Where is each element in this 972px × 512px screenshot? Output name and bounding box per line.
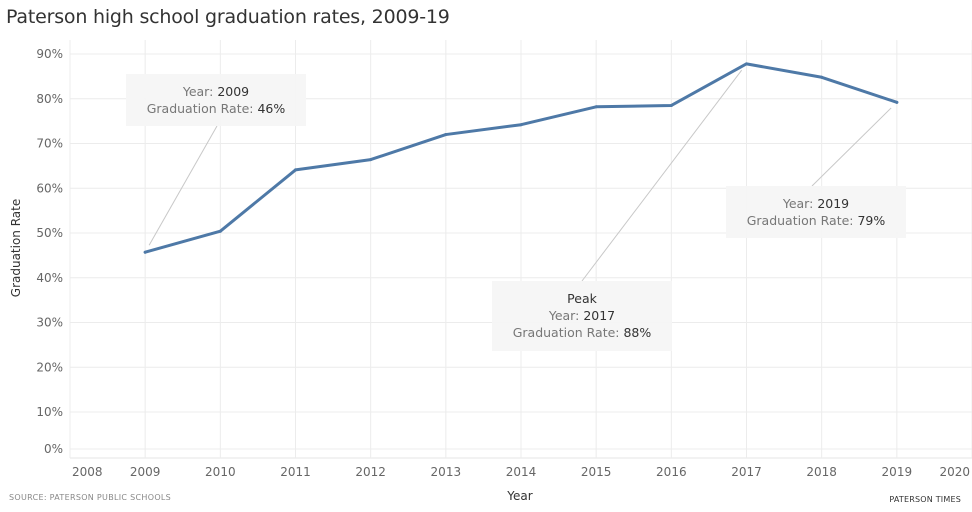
x-tick-label: 2020	[939, 465, 970, 479]
x-tick-label: 2018	[806, 465, 837, 479]
annotation-peak-2017: Peak Year: 2017 Graduation Rate: 88%	[492, 281, 672, 351]
data-point-2018	[820, 75, 824, 79]
y-tick-label: 10%	[36, 405, 63, 419]
annotation-2019: Year: 2019 Graduation Rate: 79%	[726, 186, 906, 238]
x-tick-label: 2017	[731, 465, 762, 479]
annotation-leader-line	[811, 107, 892, 187]
series-group	[143, 62, 899, 254]
annotation-leader-line	[148, 125, 218, 246]
y-tick-label: 30%	[36, 316, 63, 330]
x-tick-label: 2008	[72, 465, 103, 479]
annotation-2017-rate: 88%	[623, 325, 652, 340]
data-point-2011	[294, 168, 297, 172]
annotation-2017-year: 2017	[583, 308, 616, 323]
chart-title: Paterson high school graduation rates, 2…	[6, 6, 450, 28]
x-tick-label: 2010	[205, 465, 236, 479]
y-tick-label: 90%	[36, 47, 63, 61]
annotation-2009-rate: 46%	[257, 101, 286, 116]
data-point-2017	[745, 62, 748, 66]
annotation-2009: Year: 2009 Graduation Rate: 46%	[126, 74, 306, 126]
x-tick-label: 2011	[280, 465, 311, 479]
annotation-2017-year-label: Year:	[548, 308, 580, 323]
x-axis-title: Year	[506, 489, 532, 503]
data-point-2009	[143, 250, 147, 254]
data-point-2019	[895, 100, 899, 104]
annotation-leaders	[148, 69, 892, 282]
x-tick-label: 2015	[581, 465, 612, 479]
y-axis-ticks: 0% 10% 20% 30% 40% 50% 60% 70% 80% 90%	[36, 47, 63, 456]
x-tick-label: 2009	[130, 465, 161, 479]
x-tick-label: 2014	[506, 465, 537, 479]
x-tick-label: 2016	[656, 465, 687, 479]
data-point-2012	[369, 158, 373, 162]
annotation-2009-rate-label: Graduation Rate:	[146, 101, 254, 116]
y-axis-title: Graduation Rate	[9, 199, 23, 297]
annotation-2017-rate-label: Graduation Rate:	[512, 325, 620, 340]
y-tick-label: 50%	[36, 226, 63, 240]
y-tick-label: 0%	[44, 442, 63, 456]
y-tick-label: 20%	[36, 360, 63, 374]
data-point-2010	[218, 229, 222, 233]
x-tick-label: 2019	[882, 465, 913, 479]
y-tick-label: 70%	[36, 137, 63, 151]
y-tick-label: 80%	[36, 92, 63, 106]
y-tick-label: 40%	[36, 271, 63, 285]
data-point-2013	[444, 133, 448, 137]
y-tick-label: 60%	[36, 181, 63, 195]
source-note: SOURCE: PATERSON PUBLIC SCHOOLS	[9, 493, 172, 502]
x-tick-label: 2012	[355, 465, 386, 479]
annotation-2009-year: 2009	[217, 84, 250, 99]
annotation-2019-rate-label: Graduation Rate:	[746, 213, 854, 228]
annotation-2019-year-label: Year:	[782, 196, 814, 211]
annotation-2019-rate: 79%	[857, 213, 886, 228]
x-tick-label: 2013	[431, 465, 462, 479]
x-axis-ticks: 2008 2009 2010 2011 2012 2013 2014 2015 2016 2017…	[72, 465, 970, 479]
brand-credit: PATERSON TIMES	[889, 495, 961, 504]
data-point-2016	[669, 103, 673, 107]
annotation-leader-line	[581, 69, 743, 282]
data-point-2015	[594, 105, 598, 109]
annotation-2009-year-label: Year:	[182, 84, 214, 99]
data-point-2014	[519, 123, 523, 127]
annotation-2019-year: 2019	[817, 196, 850, 211]
annotation-peak-heading: Peak	[567, 291, 597, 306]
